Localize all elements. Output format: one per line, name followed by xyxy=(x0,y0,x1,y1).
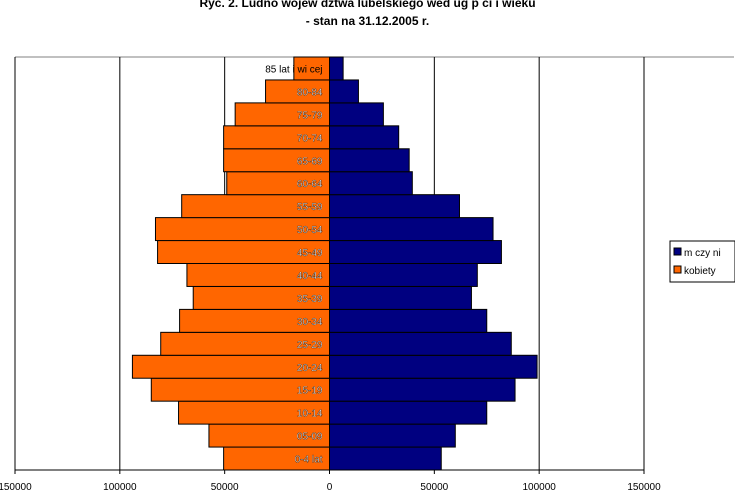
category-label: 35-39 xyxy=(297,294,323,305)
bar-mezczyzni xyxy=(329,79,359,104)
category-label: 60-64 xyxy=(297,179,323,190)
category-label: 05-09 xyxy=(297,432,323,443)
category-label: 0-4 lat xyxy=(295,455,323,466)
chart-subtitle: - stan na 31.12.2005 r. xyxy=(305,14,430,28)
legend-swatch xyxy=(673,265,682,274)
x-tick-label: 50000 xyxy=(420,482,448,493)
chart-title: Ryc. 2. Ludno wojew dztwa lubelskiego we… xyxy=(199,0,536,10)
category-label: 15-19 xyxy=(297,386,323,397)
category-label: 65-69 xyxy=(297,156,323,167)
category-label: 40-44 xyxy=(297,271,323,282)
category-label: 10-14 xyxy=(297,409,323,420)
bar-mezczyzni xyxy=(329,423,456,448)
bar-mezczyzni xyxy=(329,102,384,127)
bar-mezczyzni xyxy=(329,446,442,471)
category-label: 45-49 xyxy=(297,248,323,259)
legend-label: kobiety xyxy=(684,266,716,277)
x-tick-label: 50000 xyxy=(211,482,239,493)
bar-mezczyzni xyxy=(329,285,472,310)
category-label: 70-74 xyxy=(297,133,323,144)
bar-mezczyzni xyxy=(329,148,410,173)
bar-mezczyzni xyxy=(329,56,344,81)
category-label: 25-29 xyxy=(297,340,323,351)
bar-mezczyzni xyxy=(329,354,538,379)
category-label: 85 lat i wi cej xyxy=(265,64,322,75)
bar-mezczyzni xyxy=(329,240,502,265)
bar-mezczyzni xyxy=(329,171,413,196)
bar-mezczyzni xyxy=(329,263,478,287)
bar-mezczyzni xyxy=(329,331,512,356)
category-label: 50-54 xyxy=(297,225,323,236)
bar-mezczyzni xyxy=(329,194,460,219)
x-tick-label: 150000 xyxy=(0,482,32,493)
x-tick-label: 150000 xyxy=(627,482,661,493)
x-tick-label: 100000 xyxy=(522,482,556,493)
category-label: 55-59 xyxy=(297,202,323,213)
x-tick-label: 100000 xyxy=(103,482,137,493)
bar-mezczyzni xyxy=(329,400,488,425)
bar-mezczyzni xyxy=(329,377,516,402)
category-label: 20-24 xyxy=(297,363,323,374)
bar-mezczyzni xyxy=(329,125,400,150)
category-label: 80-84 xyxy=(297,87,323,98)
category-label: 75-79 xyxy=(297,110,323,121)
x-tick-label: 0 xyxy=(327,482,333,493)
legend-label: m czy ni xyxy=(684,248,721,259)
category-label: 30-34 xyxy=(297,317,323,328)
bar-mezczyzni xyxy=(329,217,494,242)
bar-mezczyzni xyxy=(329,308,488,333)
legend-swatch xyxy=(673,247,682,256)
